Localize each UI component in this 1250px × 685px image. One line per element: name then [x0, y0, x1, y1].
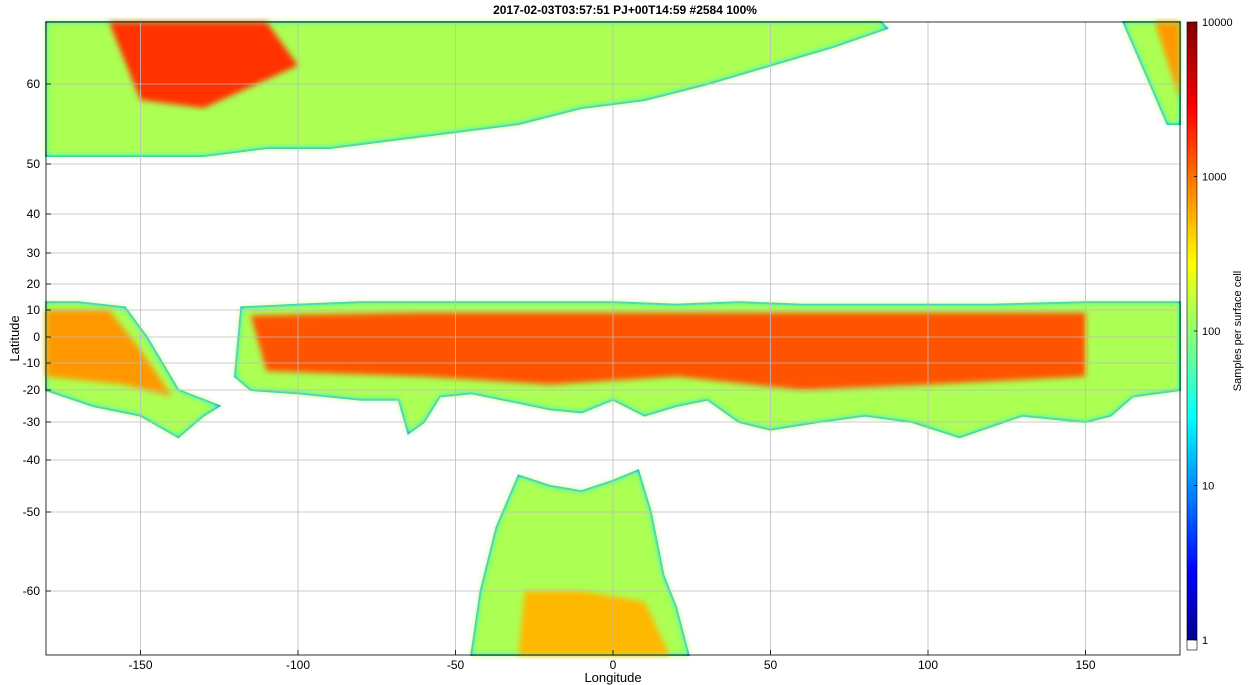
x-tick-label: 150 — [1075, 658, 1095, 672]
y-tick-label: -10 — [23, 356, 41, 370]
colorbar: 1 10 100 1000 10000 Samples per surface cell — [1186, 17, 1244, 651]
colorbar-tick-label: 1000 — [1202, 172, 1226, 184]
y-tick-label: 60 — [27, 77, 41, 91]
region-0 — [45, 21, 889, 157]
colorbar-empty-swatch — [1186, 639, 1198, 651]
grid-lines — [46, 22, 1180, 655]
colorbar-tick-label: 10 — [1202, 481, 1214, 493]
x-tick-label: -150 — [128, 658, 152, 672]
x-tick-label: 0 — [610, 658, 617, 672]
y-tick-label: 10 — [27, 303, 41, 317]
y-tick-label: 30 — [27, 246, 41, 260]
region-core — [109, 22, 298, 108]
y-tick-label: -30 — [23, 415, 41, 429]
x-axis-ticks: -150 -100 -50 0 50 100 150 — [128, 650, 1096, 672]
x-axis-label: Longitude — [584, 670, 641, 685]
region-core — [250, 312, 1086, 390]
colorbar-label: Samples per surface cell — [1232, 271, 1244, 391]
x-tick-label: 100 — [918, 658, 938, 672]
y-tick-label: -20 — [23, 383, 41, 397]
y-tick-label: 20 — [27, 277, 41, 291]
y-tick-label: 50 — [27, 157, 41, 171]
y-axis-ticks: 60 50 40 30 20 10 0 -10 -20 -30 -40 -50 -60 — [23, 77, 51, 598]
chart-title: 2017-02-03T03:57:51 PJ+00T14:59 #2584 10… — [493, 3, 757, 17]
x-tick-label: 50 — [764, 658, 778, 672]
region-2 — [45, 301, 222, 439]
y-tick-label: 40 — [27, 207, 41, 221]
x-tick-label: -100 — [286, 658, 310, 672]
region-core — [1154, 22, 1180, 100]
y-tick-label: -40 — [23, 453, 41, 467]
colorbar-tick-label: 10000 — [1202, 17, 1233, 29]
coverage-regions — [45, 21, 1181, 656]
y-tick-label: -50 — [23, 505, 41, 519]
y-tick-label: 0 — [33, 330, 40, 344]
y-tick-label: -60 — [23, 584, 41, 598]
colorbar-ticks: 1 10 100 1000 10000 — [1194, 17, 1233, 647]
colorbar-tick-label: 100 — [1202, 326, 1220, 338]
region-3 — [233, 301, 1181, 439]
colorbar-tick-label: 1 — [1202, 635, 1208, 647]
x-tick-label: -50 — [447, 658, 465, 672]
region-1 — [1121, 21, 1181, 125]
y-axis-label: Latitude — [7, 315, 22, 361]
region-core — [518, 591, 670, 655]
region-4 — [470, 469, 690, 656]
